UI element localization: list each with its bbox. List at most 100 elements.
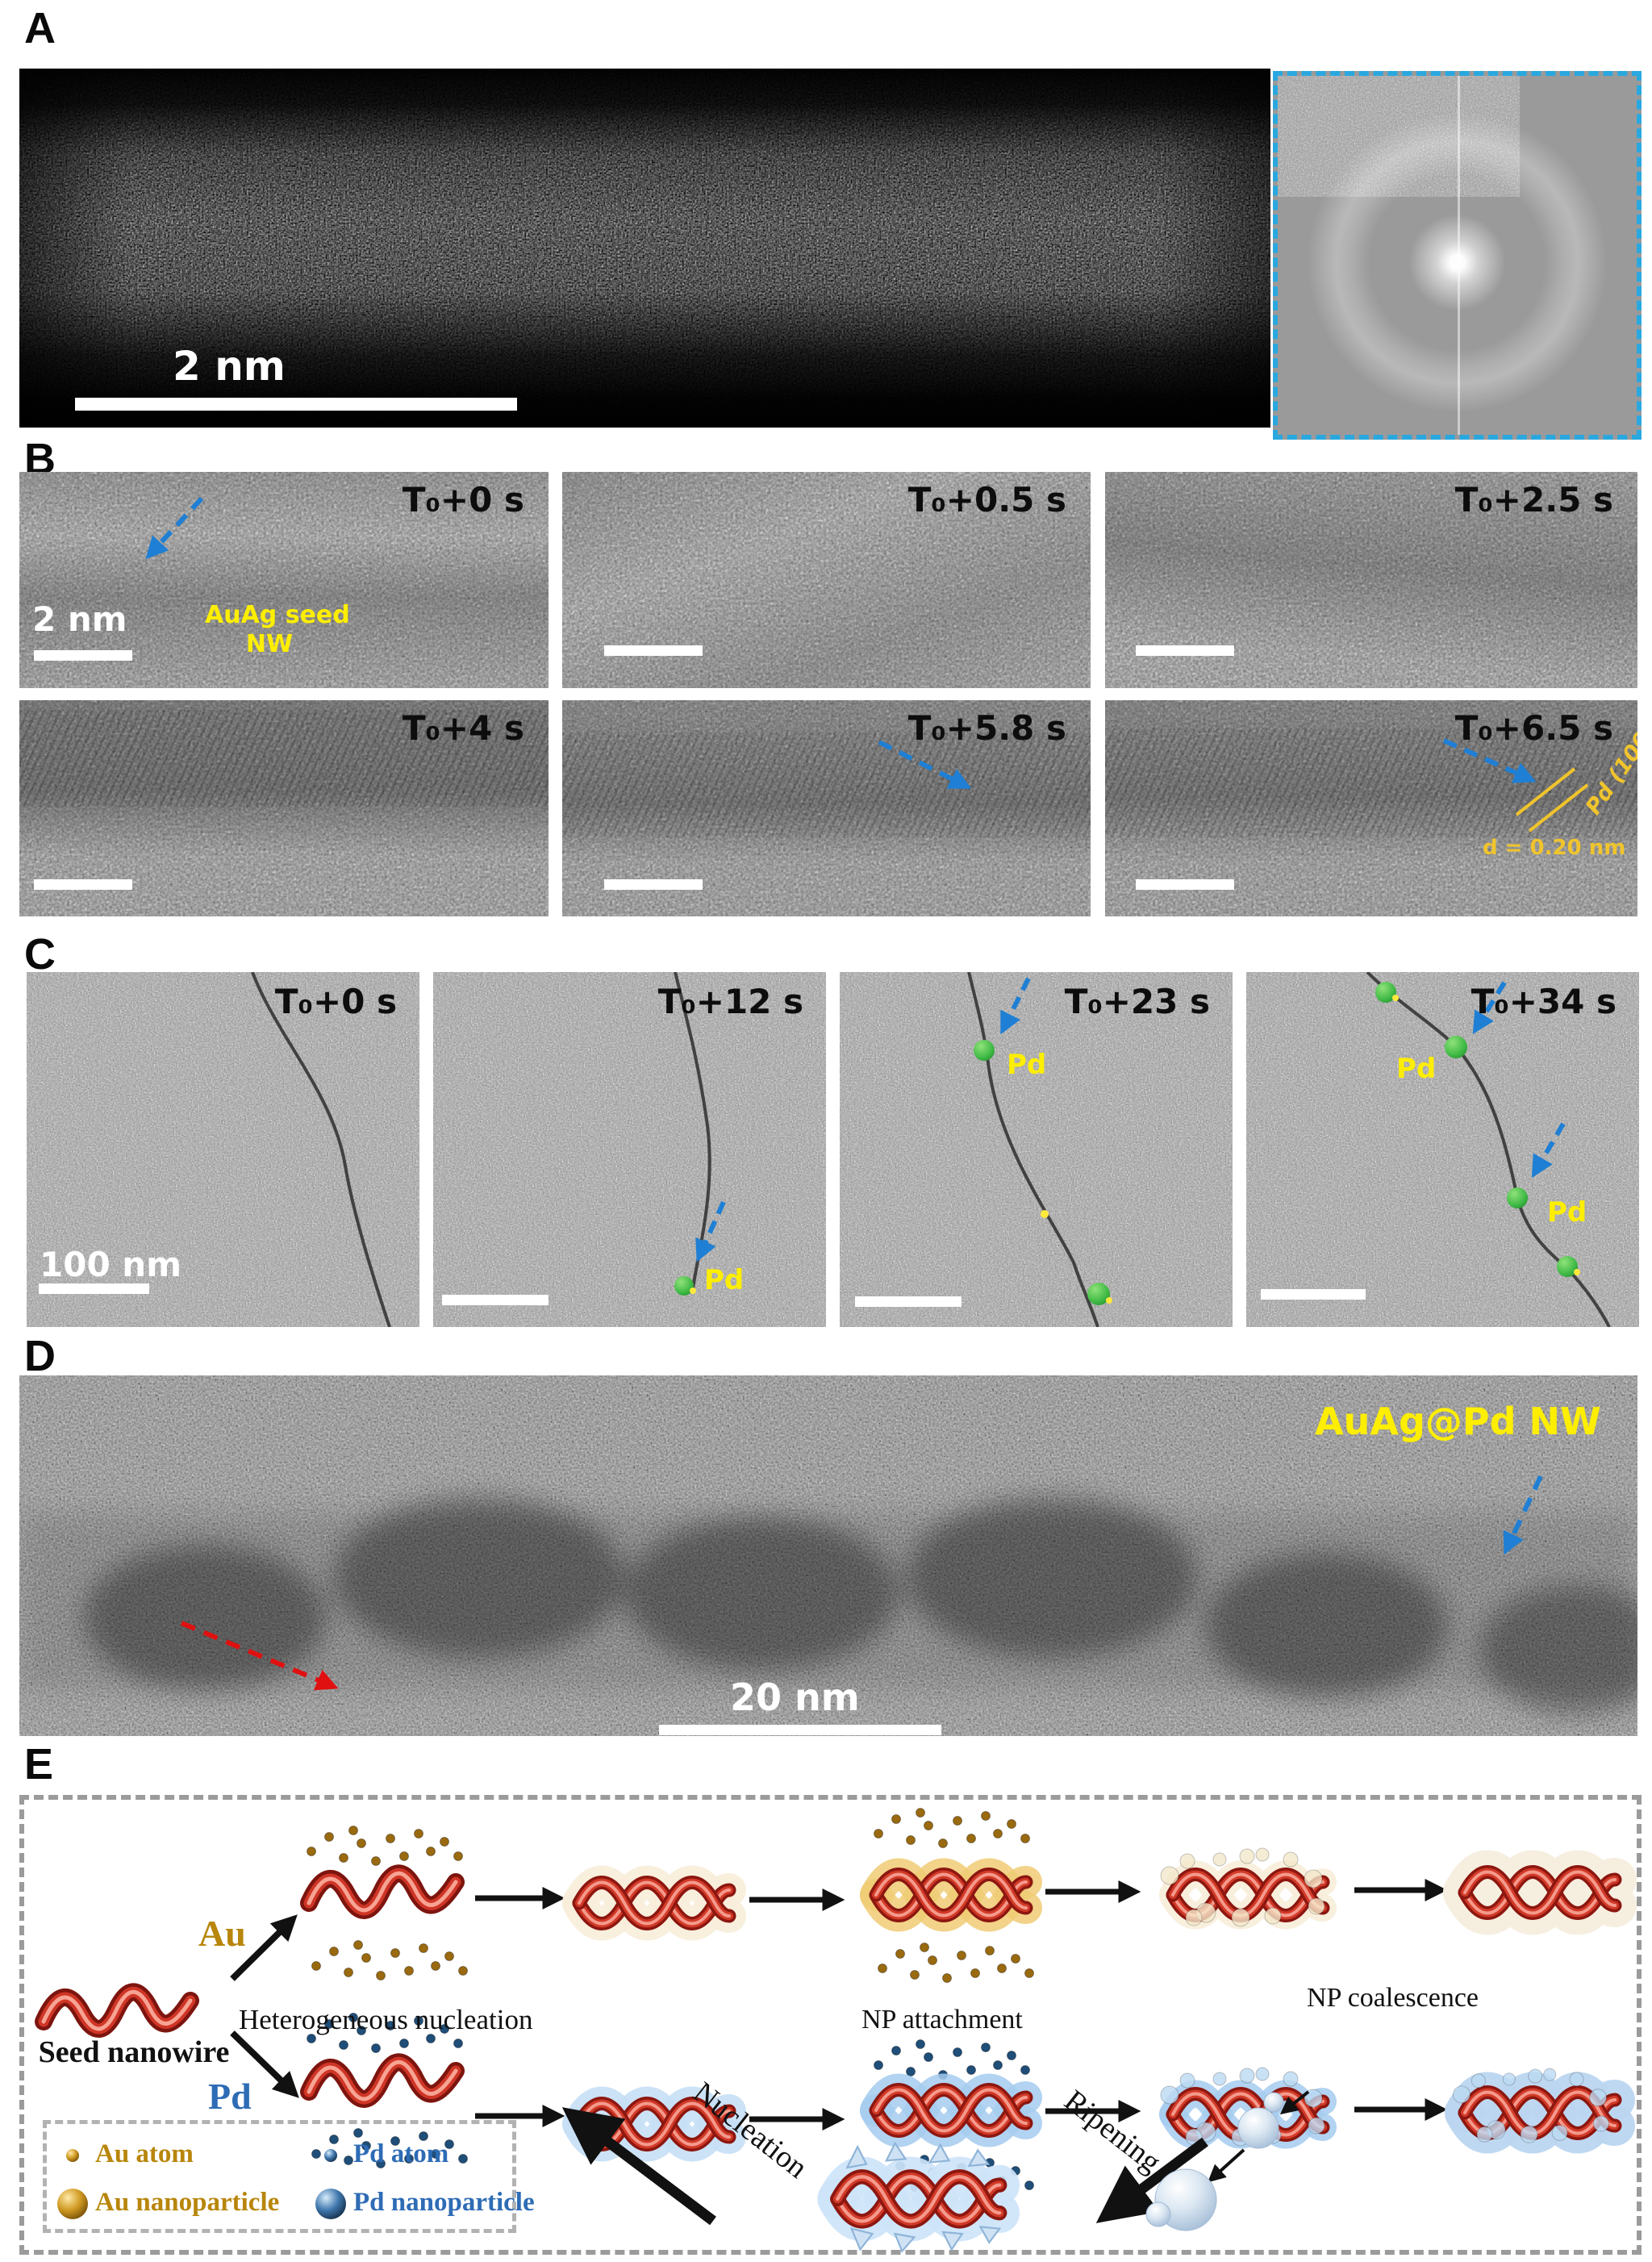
fft-center-spot: [1278, 76, 1637, 435]
frame-b1-time: T₀+0 s: [402, 480, 524, 520]
frame-b5-scalebar: [604, 879, 703, 890]
pd-nanoparticle-marker: [1445, 1036, 1467, 1058]
tem-frame-b5: T₀+5.8 s: [562, 700, 1091, 916]
frame-c4-time: T₀+34 s: [1471, 982, 1617, 1021]
pd-coalesced-nw: [1454, 2068, 1615, 2143]
pd-nanoparticle-marker: [1375, 982, 1399, 1003]
panel-d-label: D: [24, 1332, 56, 1380]
panel-e-label: E: [24, 1740, 54, 1788]
lattice-spacing-label: d = 0.20 nm: [1483, 836, 1626, 860]
au-branch-arrow: [230, 1914, 298, 1981]
ripening-arrow: [1095, 2137, 1208, 2223]
panel-d-scalebar-text: 20 nm: [730, 1676, 860, 1719]
np-coalescence-label: NP coalescence: [1307, 1983, 1479, 2013]
au-atom-cloud-top: [307, 1826, 463, 1866]
au-np-attachment-nw: [876, 1875, 1026, 1916]
ripening-step-arrow: [1208, 2148, 1245, 2183]
legend-pd-atom: Pd atom: [353, 2139, 449, 2168]
pd-atom-cloud-top: [874, 2039, 1030, 2080]
pd-sphere-small: [1263, 2092, 1284, 2113]
frame-c1-scalebar: [39, 1283, 149, 1294]
pd-sphere-large: [1237, 2107, 1279, 2149]
panel-a-label: A: [24, 4, 56, 52]
legend-box: [43, 2120, 516, 2233]
seed-nanowire-graphic: [44, 1992, 190, 2029]
frame-b4-scalebar: [34, 879, 132, 890]
pd-nucleation-nanowire: [309, 2062, 456, 2099]
panel-b-scalebar-text: 2 nm: [32, 599, 127, 639]
ripening-step-arrow: [1279, 2090, 1310, 2115]
seed-nw-annotation-line2: NW: [245, 630, 294, 658]
frame-b5-lattice-fringes: [562, 732, 1091, 837]
tem-frame-c3: Pd T₀+23 s: [840, 972, 1233, 1327]
fft-inset: [1273, 71, 1642, 440]
legend-pd-nanoparticle: Pd nanoparticle: [353, 2188, 535, 2217]
pd-nanoparticle-marker: [1557, 1256, 1580, 1277]
panel-c-label: C: [24, 930, 56, 979]
frame-b2-scalebar: [604, 645, 703, 656]
pd-branch-label: Pd: [208, 2076, 252, 2117]
np-attachment-label: NP attachment: [861, 2005, 1023, 2035]
pd-particle-label: Pd: [1547, 1196, 1587, 1229]
pd-nanoparticle-icon: [315, 2189, 346, 2219]
seed-nw-annotation: AuAg seed NW: [205, 601, 350, 659]
au-seeded-twisted-nw: [579, 1883, 729, 1924]
frame-b4-lattice-fringes: [19, 710, 549, 807]
pd-nanoparticle-marker: [1507, 1187, 1528, 1208]
frame-b5-time: T₀+5.8 s: [907, 708, 1066, 748]
pd-nanoparticle-marker: [974, 1040, 995, 1061]
tem-frame-b1: T₀+0 s AuAg seed NW 2 nm: [19, 472, 549, 688]
pd-branch-arrow: [230, 2030, 299, 2098]
frame-b3-scalebar: [1136, 645, 1234, 656]
frame-b3-time: T₀+2.5 s: [1454, 480, 1613, 520]
tem-frame-c1: T₀+0 s 100 nm: [27, 972, 419, 1327]
au-atom-cloud-bottom: [311, 1940, 468, 1980]
frame-c3-scalebar: [855, 1296, 962, 1307]
frame-b6-time: T₀+6.5 s: [1454, 708, 1613, 748]
mechanism-diagram: [19, 1795, 1642, 2255]
mechanism-graphics: [19, 1808, 1642, 2253]
frame-c2-scalebar: [442, 1295, 549, 1305]
pd-nanoparticle-marker: [674, 1276, 696, 1296]
au-atom-icon: [66, 2149, 79, 2162]
frame-c2-time: T₀+12 s: [657, 982, 803, 1021]
seed-nw-annotation-line1: AuAg seed: [205, 601, 350, 629]
tem-frame-b2: T₀+0.5 s: [562, 472, 1091, 688]
frame-c4-scalebar: [1261, 1289, 1366, 1300]
auag-pd-nw-annotation: AuAg@Pd NW: [1315, 1400, 1601, 1443]
seed-nanowire-label: Seed nanowire: [38, 2035, 230, 2069]
frame-b1-scalebar: [34, 650, 132, 661]
pd-sphere-small: [1145, 2201, 1171, 2227]
heterogeneous-nucleation-label: Heterogeneous nucleation: [239, 2004, 533, 2035]
au-nucleation-nanowire: [309, 1873, 456, 1910]
pd-particle-label: Pd: [1007, 1049, 1047, 1081]
panel-d-scalebar: [659, 1725, 941, 1735]
tem-frame-b3: T₀+2.5 s: [1105, 472, 1637, 688]
legend-au-nanoparticle: Au nanoparticle: [95, 2188, 280, 2217]
au-nanoparticle-icon: [57, 2189, 88, 2219]
panel-c-scalebar-text: 100 nm: [40, 1245, 181, 1284]
hrtem-nanowire-image: 2 nm: [19, 69, 1270, 428]
spiky-shell-nw: [837, 2141, 999, 2253]
panel-a-scalebar-text: 2 nm: [173, 343, 286, 390]
tem-image-auag-pd-nw: AuAg@Pd NW 20 nm: [19, 1375, 1637, 1736]
frame-b2-time: T₀+0.5 s: [907, 480, 1066, 520]
panel-a-scalebar: [75, 398, 517, 411]
pd-particle-label: Pd: [1396, 1053, 1437, 1085]
frame-c1-time: T₀+0 s: [274, 982, 397, 1021]
pd-np-attachment-nw: [876, 2090, 1026, 2131]
au-coalesced-nw: [1465, 1872, 1615, 1914]
au-branch-label: Au: [198, 1913, 246, 1954]
frame-b4-time: T₀+4 s: [402, 708, 524, 748]
frame-b6-scalebar: [1136, 879, 1234, 890]
pd-particle-label: Pd: [704, 1264, 745, 1296]
tem-frame-b6: Pd (100) d = 0.20 nm T₀+6.5 s: [1105, 700, 1637, 916]
tem-frame-c4: Pd Pd T₀+34 s: [1246, 972, 1639, 1327]
tem-frame-b4: T₀+4 s: [19, 700, 549, 916]
frame-c3-time: T₀+23 s: [1064, 982, 1210, 1021]
au-atom-cloud-top: [874, 1808, 1030, 1848]
pd-atom-icon: [324, 2149, 337, 2162]
tem-frame-c2: Pd T₀+12 s: [433, 972, 826, 1327]
nucleation-arrow: [561, 2107, 716, 2226]
